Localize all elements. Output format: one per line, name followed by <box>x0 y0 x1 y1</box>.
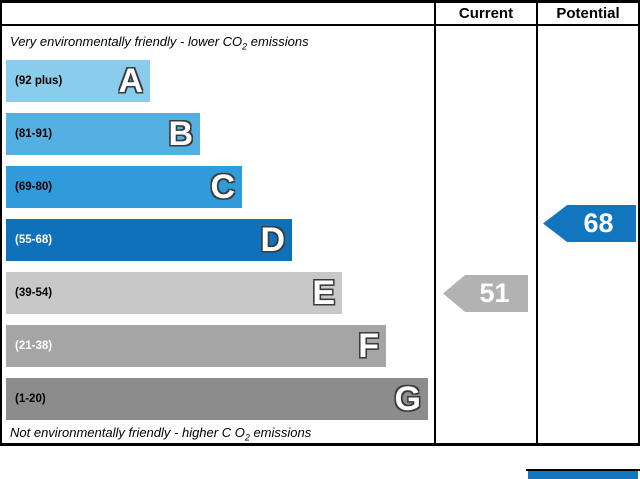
current-column-header: Current <box>458 5 514 22</box>
band-e: (39-54) E <box>6 272 342 314</box>
header-divider <box>0 24 640 26</box>
potential-rating-value: 68 <box>583 208 614 238</box>
band-d: (55-68) D <box>6 219 292 261</box>
potential-rating-arrow: 68 <box>543 205 636 242</box>
band-g-range: (1-20) <box>15 393 46 405</box>
bottom-note: Not environmentally friendly - higher C … <box>10 425 311 443</box>
band-f-range: (21-38) <box>15 340 53 352</box>
top-border <box>0 0 640 3</box>
footer-partial-blue-box <box>528 471 638 479</box>
current-column-divider <box>434 0 436 446</box>
top-note-text: Very environmentally friendly - lower CO <box>10 34 243 49</box>
band-c-range: (69-80) <box>15 181 53 193</box>
band-e-letter: E <box>312 274 335 312</box>
band-g: (1-20) G <box>6 378 428 420</box>
band-a-range: (92 plus) <box>15 75 63 87</box>
band-b: (81-91) B <box>6 113 200 155</box>
right-border <box>638 0 640 446</box>
band-e-range: (39-54) <box>15 287 53 299</box>
top-note-suffix: emissions <box>247 34 309 49</box>
band-d-range: (55-68) <box>15 234 53 246</box>
bottom-note-text: Not environmentally friendly - higher C … <box>10 425 245 440</box>
chart-bottom-border <box>0 443 640 446</box>
potential-column-divider <box>536 0 538 446</box>
potential-column-header: Potential <box>556 5 620 22</box>
band-a: (92 plus) A <box>6 60 150 102</box>
top-note: Very environmentally friendly - lower CO… <box>10 34 309 52</box>
current-rating-value: 51 <box>479 278 510 308</box>
bottom-note-subscript: 2 <box>244 432 250 443</box>
top-note-subscript: 2 <box>242 41 248 52</box>
band-g-letter: G <box>394 380 421 418</box>
band-f: (21-38) F <box>6 325 386 367</box>
band-a-letter: A <box>118 62 143 100</box>
footer-partial-border <box>526 469 640 471</box>
band-c-letter: C <box>210 168 235 206</box>
bottom-note-suffix: emissions <box>249 425 312 440</box>
band-c: (69-80) C <box>6 166 242 208</box>
band-f-letter: F <box>358 327 379 365</box>
current-rating-arrow: 51 <box>443 275 528 312</box>
band-b-letter: B <box>168 115 193 153</box>
band-b-range: (81-91) <box>15 128 53 140</box>
left-border <box>0 0 2 446</box>
band-d-letter: D <box>260 221 285 259</box>
